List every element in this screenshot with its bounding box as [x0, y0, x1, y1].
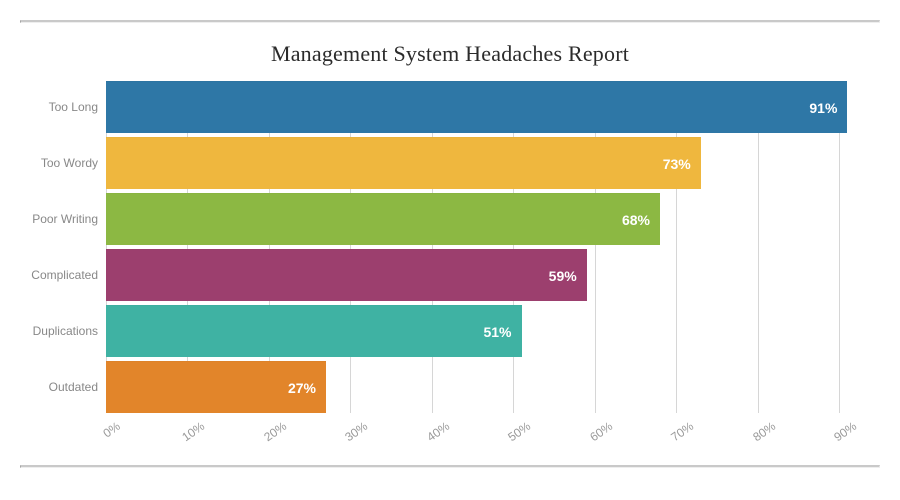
x-axis-ticks: 0%10%20%30%40%50%60%70%80%90% — [106, 413, 880, 459]
x-axis-tick: 10% — [180, 419, 208, 444]
y-axis-labels: Too LongToo WordyPoor WritingComplicated… — [20, 81, 106, 413]
bar-value-label: 59% — [549, 268, 577, 284]
x-axis-tick: 70% — [669, 419, 697, 444]
bar-row: 68% — [106, 193, 880, 245]
bar-value-label: 68% — [622, 212, 650, 228]
chart-plot: Too LongToo WordyPoor WritingComplicated… — [20, 81, 880, 413]
bar-row: 59% — [106, 249, 880, 301]
frame-rule-top — [20, 20, 880, 23]
bar-value-label: 27% — [288, 380, 316, 396]
x-axis-tick: 50% — [506, 419, 534, 444]
x-axis-tick: 80% — [750, 419, 778, 444]
chart-title: Management System Headaches Report — [20, 41, 880, 67]
y-axis-label: Too Long — [20, 81, 106, 133]
bar-row: 91% — [106, 81, 880, 133]
frame-rule-bottom — [20, 465, 880, 468]
y-axis-label: Duplications — [20, 305, 106, 357]
bar-value-label: 73% — [663, 156, 691, 172]
y-axis-label: Poor Writing — [20, 193, 106, 245]
bar: 73% — [106, 137, 701, 189]
y-axis-label: Too Wordy — [20, 137, 106, 189]
bar-row: 27% — [106, 361, 880, 413]
x-axis-tick: 20% — [261, 419, 289, 444]
bar-value-label: 91% — [809, 100, 837, 116]
bar: 51% — [106, 305, 522, 357]
x-axis-spacer — [20, 413, 106, 459]
bars: 91% 73% 68% 59% 51% 27% — [106, 81, 880, 413]
x-axis-tick: 60% — [587, 419, 615, 444]
bar-value-label: 51% — [483, 324, 511, 340]
bar-row: 51% — [106, 305, 880, 357]
bar-row: 73% — [106, 137, 880, 189]
y-axis-label: Outdated — [20, 361, 106, 413]
bar: 59% — [106, 249, 587, 301]
bar: 27% — [106, 361, 326, 413]
bars-area: 91% 73% 68% 59% 51% 27% — [106, 81, 880, 413]
x-axis: 0%10%20%30%40%50%60%70%80%90% — [20, 413, 880, 459]
bar: 91% — [106, 81, 847, 133]
chart-frame: Management System Headaches Report Too L… — [0, 0, 900, 500]
y-axis-label: Complicated — [20, 249, 106, 301]
bar: 68% — [106, 193, 660, 245]
x-axis-tick: 90% — [832, 419, 860, 444]
x-axis-tick: 40% — [424, 419, 452, 444]
x-axis-tick: 30% — [343, 419, 371, 444]
